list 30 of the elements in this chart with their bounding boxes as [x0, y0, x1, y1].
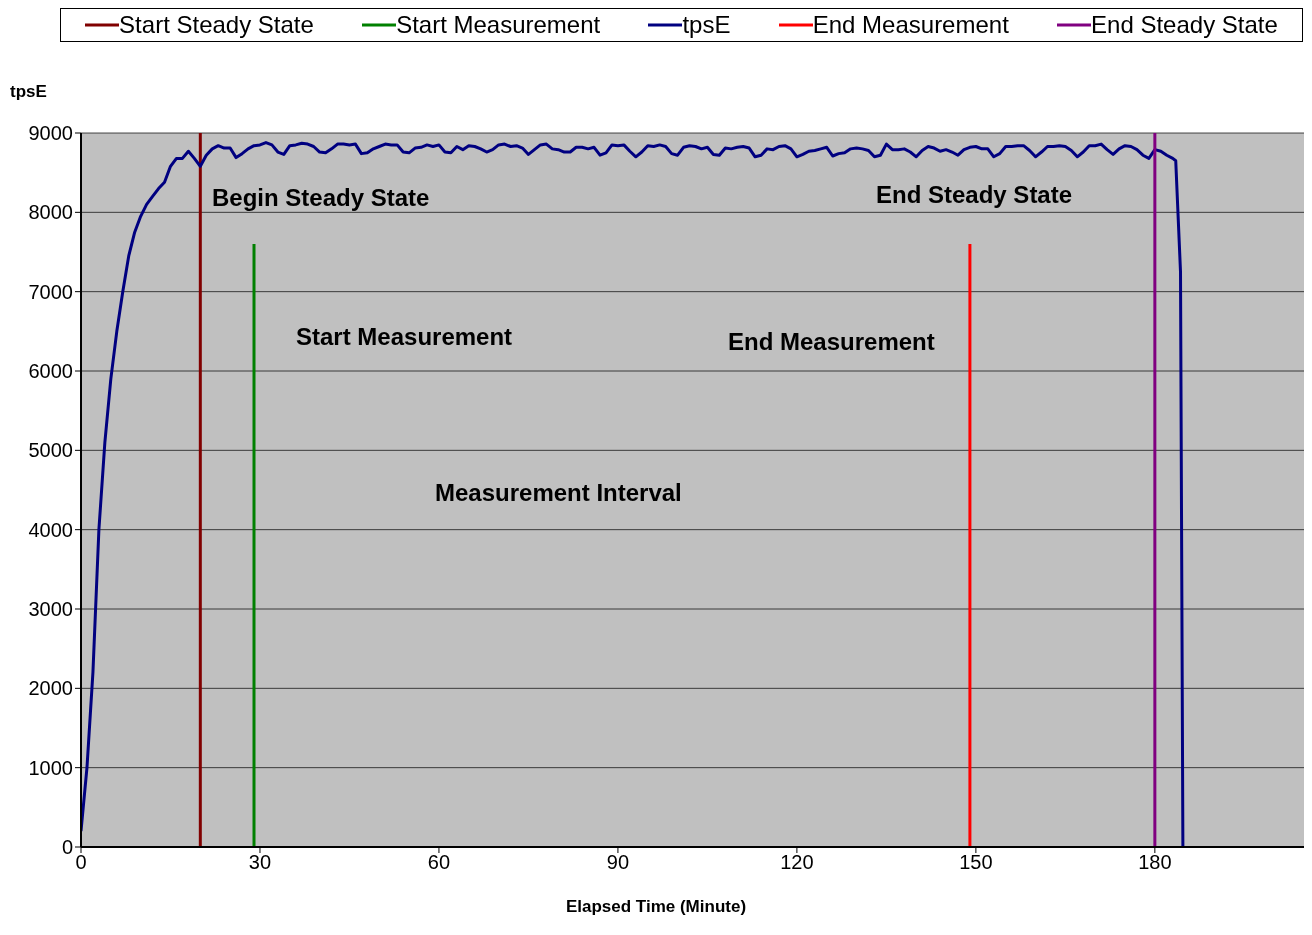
annotation: Start Measurement [296, 323, 513, 351]
x-tick-label: 120 [780, 851, 814, 874]
legend-label: End Measurement [812, 11, 1009, 39]
y-tick-label: 1000 [28, 756, 73, 779]
y-tick-label: 2000 [28, 677, 73, 700]
annotation: Begin Steady State [212, 184, 430, 212]
y-tick-label: 4000 [28, 518, 73, 541]
y-tick-label: 6000 [28, 360, 73, 383]
annotation: End Steady State [876, 181, 1073, 209]
y-tick-label: 0 [61, 836, 73, 859]
annotation: End Measurement [728, 328, 935, 356]
y-tick-label: 3000 [28, 598, 73, 621]
x-tick-label: 180 [1138, 851, 1172, 874]
annotation: Measurement Interval [435, 479, 682, 507]
legend-label: Start Steady State [119, 11, 314, 39]
line-series [81, 141, 1185, 847]
x-tick-label: 150 [959, 851, 993, 874]
y-tick-label: 7000 [28, 280, 73, 303]
legend-label: tpsE [682, 11, 731, 39]
x-axis-title: Elapsed Time (Minute) [564, 897, 748, 917]
y-tick-label: 9000 [28, 122, 73, 145]
y-tick-label: 5000 [28, 439, 73, 462]
x-tick-label: 90 [606, 851, 630, 874]
y-tick-label: 8000 [28, 201, 73, 224]
x-tick-label: 30 [248, 851, 272, 874]
legend-label: Start Measurement [396, 11, 601, 39]
x-tick-label: 0 [75, 851, 87, 874]
y-axis-title: tpsE [10, 82, 47, 102]
x-tick-label: 60 [427, 851, 451, 874]
legend-label: End Steady State [1091, 11, 1278, 39]
